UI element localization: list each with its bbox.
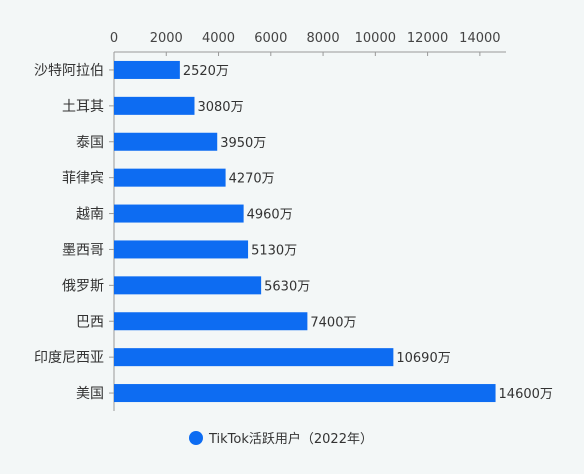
bar[interactable] xyxy=(114,96,195,115)
value-label: 5130万 xyxy=(251,243,297,258)
category-label: 墨西哥 xyxy=(62,242,104,258)
value-label: 2520万 xyxy=(183,64,229,79)
x-tick-label: 8000 xyxy=(307,31,340,46)
legend-marker xyxy=(189,431,203,445)
value-label: 3950万 xyxy=(220,136,266,151)
bar[interactable] xyxy=(114,168,226,187)
x-axis: 0 2000 4000 6000 8000 10000 12000 14000 xyxy=(110,31,506,56)
bar[interactable] xyxy=(114,312,308,331)
category-label: 越南 xyxy=(76,207,104,223)
x-tick-label: 4000 xyxy=(202,31,235,46)
legend-label: TikTok活跃用户（2022年） xyxy=(208,431,373,447)
value-label: 5630万 xyxy=(264,279,310,294)
category-label: 美国 xyxy=(76,386,104,402)
category-label: 俄罗斯 xyxy=(62,278,104,294)
x-tick-label: 0 xyxy=(110,31,118,46)
bar[interactable] xyxy=(114,132,218,151)
category-label: 泰国 xyxy=(76,135,104,151)
bars-group: 2520万 3080万 3950万 4270万 4960万 5130万 5630万 7400万… xyxy=(114,60,553,403)
legend[interactable]: TikTok活跃用户（2022年） xyxy=(189,431,373,447)
bar[interactable] xyxy=(114,348,394,367)
value-label: 4960万 xyxy=(247,208,293,223)
category-label: 沙特阿拉伯 xyxy=(34,63,104,79)
value-label: 10690万 xyxy=(396,351,450,366)
bar[interactable] xyxy=(114,276,262,295)
category-label: 印度尼西亚 xyxy=(34,350,104,366)
value-label: 14600万 xyxy=(499,387,553,402)
x-tick-label: 10000 xyxy=(355,31,396,46)
category-label: 巴西 xyxy=(76,314,104,330)
x-tick-label: 6000 xyxy=(254,31,287,46)
bar[interactable] xyxy=(114,60,180,79)
bar[interactable] xyxy=(114,384,496,403)
category-label: 菲律宾 xyxy=(62,171,104,187)
x-tick-label: 12000 xyxy=(407,31,448,46)
bar[interactable] xyxy=(114,204,244,223)
category-label: 土耳其 xyxy=(62,99,104,115)
value-label: 7400万 xyxy=(310,315,356,330)
value-label: 4270万 xyxy=(229,172,275,187)
x-tick-label: 2000 xyxy=(150,31,183,46)
bar[interactable] xyxy=(114,240,249,259)
x-tick-label: 14000 xyxy=(459,31,500,46)
value-label: 3080万 xyxy=(197,100,243,115)
